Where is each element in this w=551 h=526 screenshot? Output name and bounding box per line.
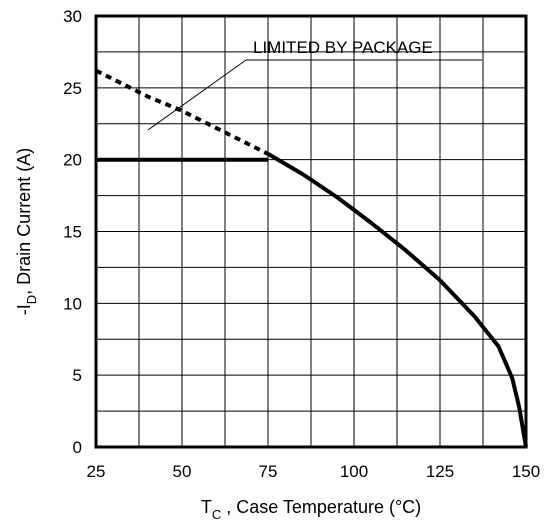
- y-axis-title: -ID, Drain Current (A): [14, 148, 39, 315]
- x-tick-label: 25: [87, 462, 106, 481]
- y-tick-label: 30: [63, 7, 82, 26]
- y-tick-label: 5: [73, 366, 82, 385]
- x-tick-label: 75: [259, 462, 278, 481]
- y-axis-title-pre: -I: [14, 304, 34, 315]
- x-tick-label: 125: [426, 462, 454, 481]
- series-group: [95, 68, 528, 448]
- x-axis-title-sub: C: [212, 507, 221, 522]
- y-tick-label: 10: [63, 294, 82, 313]
- series-line-solid-3: [266, 152, 528, 448]
- series-line-dashed-1: [95, 68, 269, 156]
- x-tick-label: 150: [512, 462, 540, 481]
- x-axis-title-rest: , Case Temperature (°C): [221, 497, 421, 517]
- y-tick-label: 15: [63, 223, 82, 242]
- y-tick-label: 20: [63, 151, 82, 170]
- x-tick-label: 100: [340, 462, 368, 481]
- annotation-leader-line: [147, 59, 247, 131]
- y-axis-title-rest: , Drain Current (A): [14, 148, 34, 295]
- grid: [96, 16, 526, 447]
- y-tick-label: 25: [63, 79, 82, 98]
- y-axis-title-sub: D: [24, 295, 39, 304]
- x-axis-title-main: T: [201, 497, 212, 517]
- y-tick-label: 0: [73, 438, 82, 457]
- plot-frame: [94, 14, 528, 449]
- tick-labels: 25 50 75 100 125 150 0 5 10 15 20 25 30: [63, 7, 540, 481]
- annotation-limited-by-package: LIMITED BY PACKAGE: [253, 38, 433, 57]
- x-axis-title: TC , Case Temperature (°C): [201, 497, 421, 522]
- x-tick-label: 50: [173, 462, 192, 481]
